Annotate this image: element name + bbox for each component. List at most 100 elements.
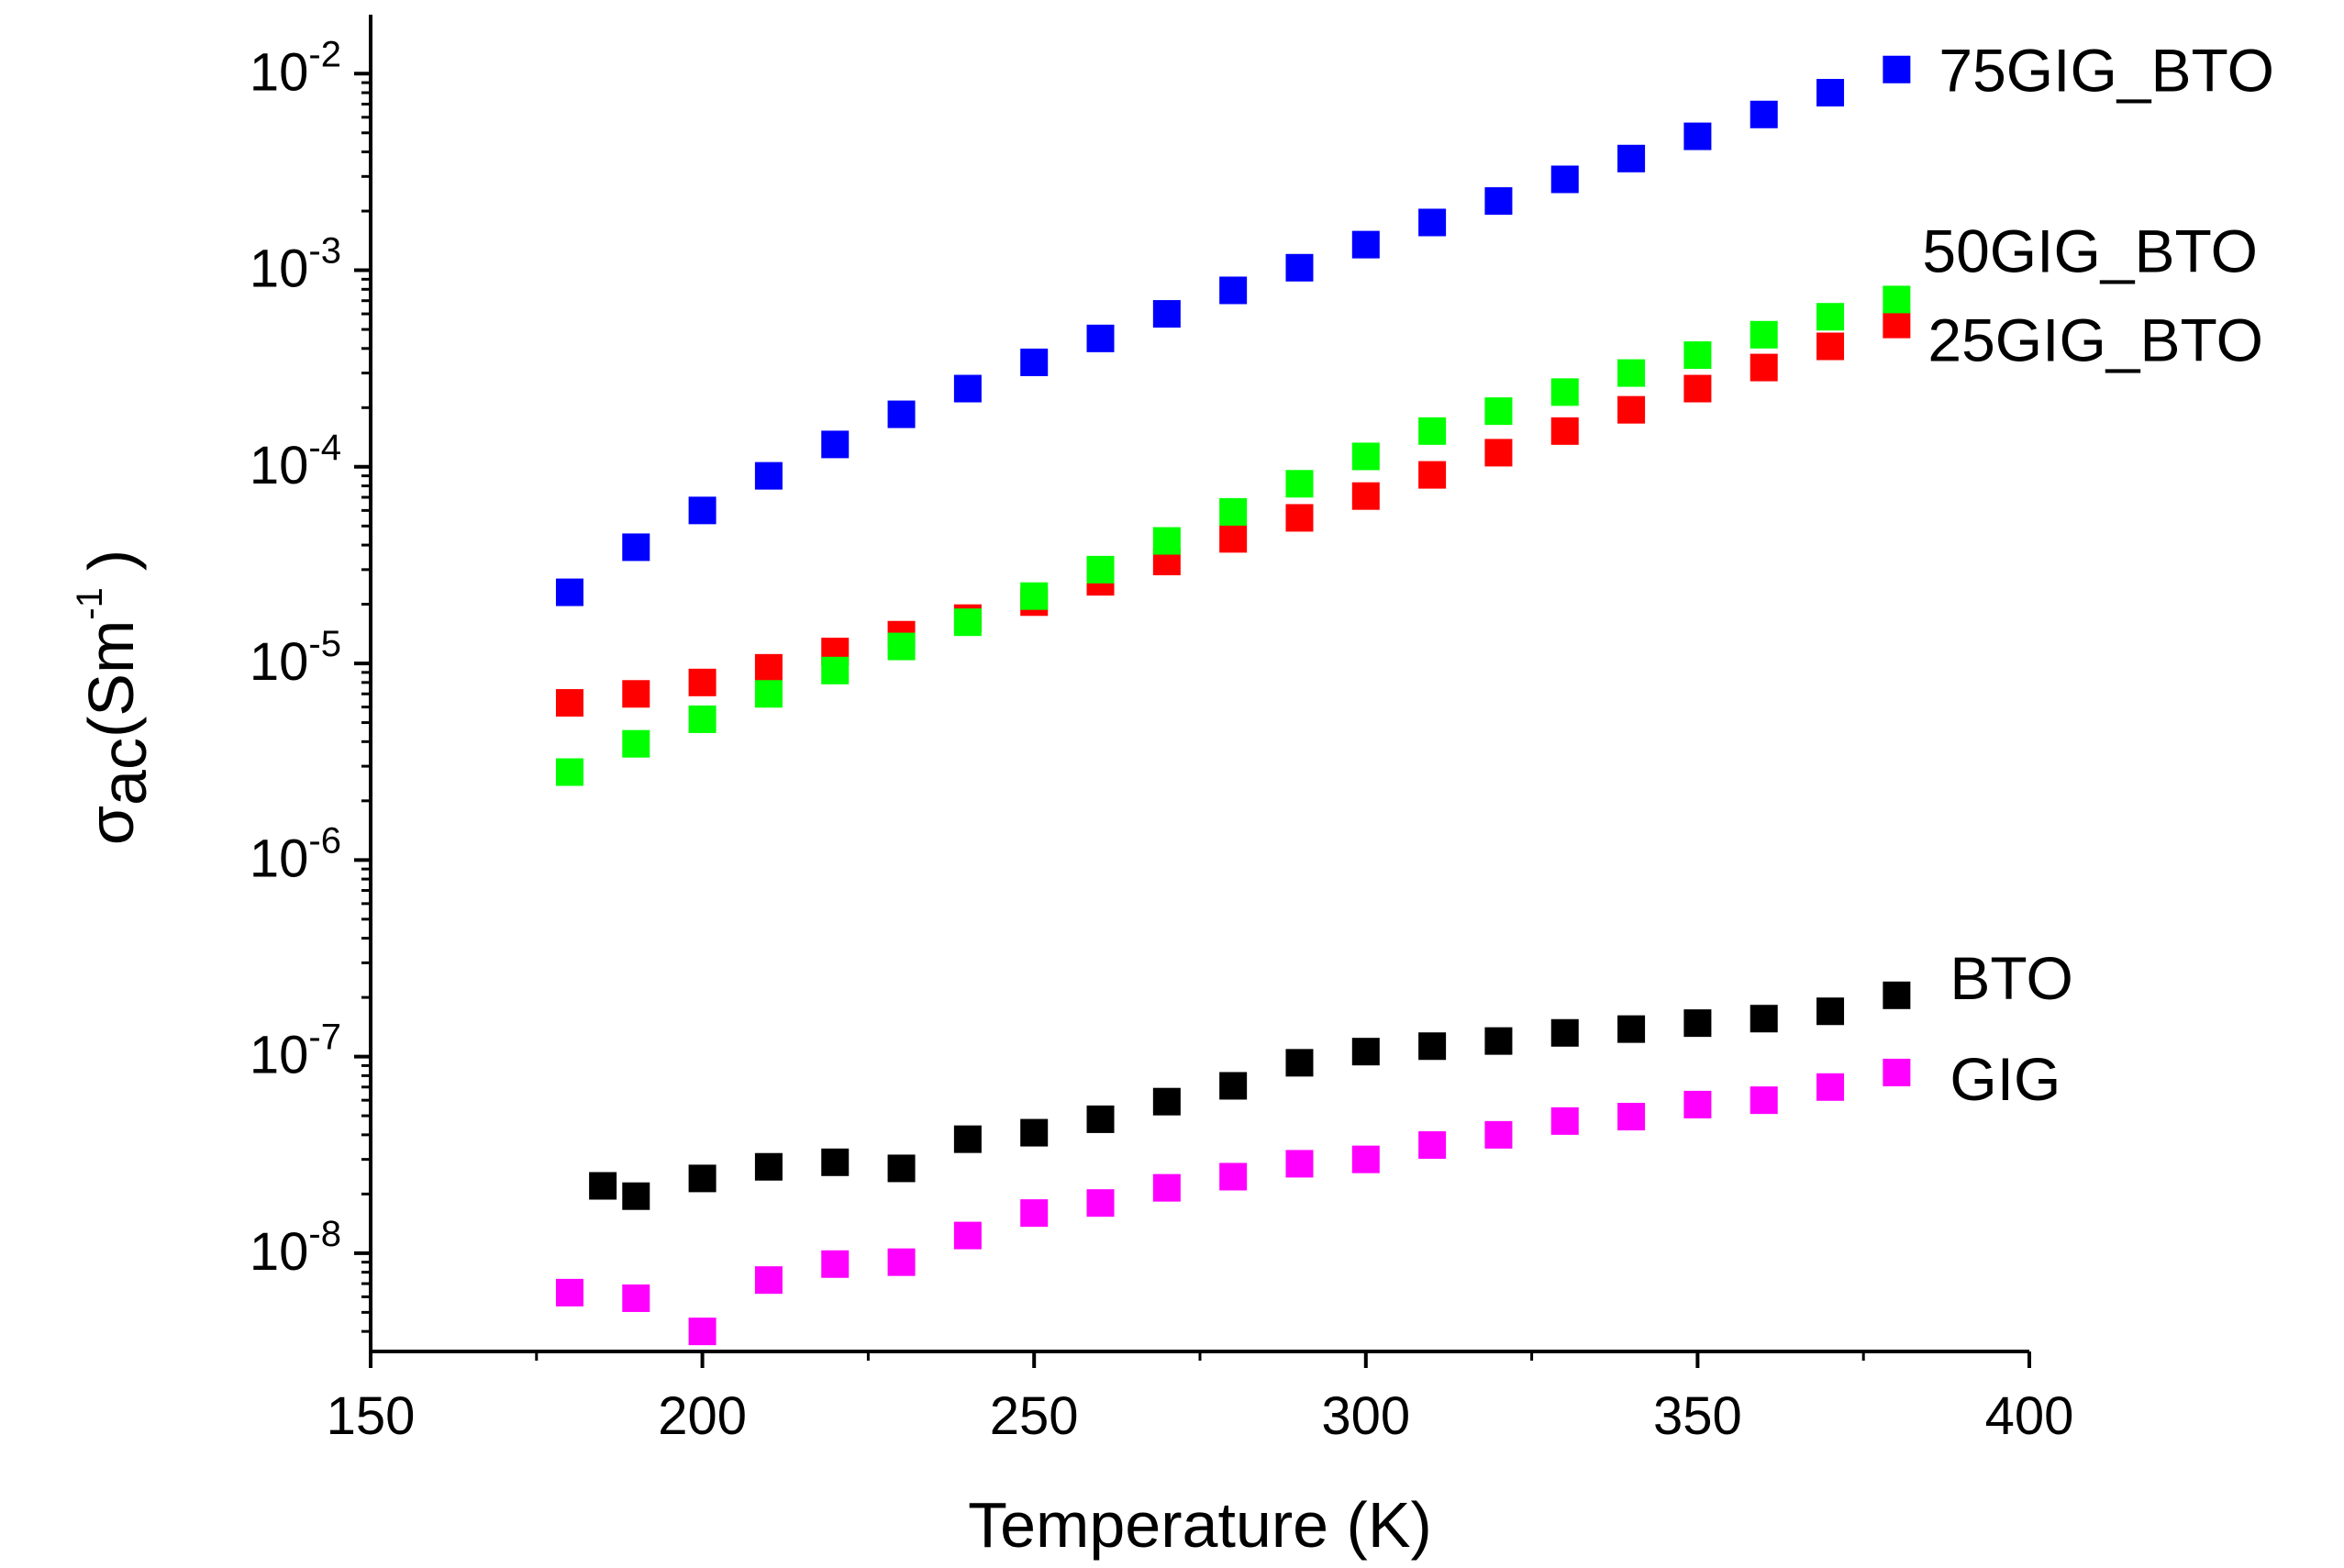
y-tick-exponent: -7 [308,1018,341,1058]
point-50gig-bto [1750,320,1778,349]
point-75gig-bto [953,374,982,403]
point-75gig-bto [1816,79,1845,107]
point-gig [1750,1086,1778,1115]
point-25gig-bto [1550,417,1579,445]
point-25gig-bto [1750,353,1778,382]
y-tick-base: 10 [250,42,309,102]
point-75gig-bto [1086,324,1115,352]
point-gig [1219,1162,1248,1191]
point-gig [1086,1189,1115,1218]
y-tick-exponent: -8 [308,1214,341,1254]
point-bto [1484,1027,1513,1055]
point-75gig-bto [555,578,583,606]
point-25gig-bto [555,689,583,717]
point-75gig-bto [887,400,916,428]
point-gig [953,1221,982,1250]
y-axis-title-exp: -1 [70,587,110,620]
point-gig [1883,1058,1911,1086]
series-label-gig: GIG [1950,1045,2061,1113]
point-50gig-bto [754,680,783,708]
point-gig [1351,1145,1380,1173]
point-75gig-bto [1285,253,1314,282]
point-75gig-bto [1750,100,1778,128]
y-axis-title-sigma: σ [75,806,147,845]
point-bto [589,1172,617,1200]
point-gig [688,1318,717,1346]
x-tick-label: 400 [1985,1386,2074,1446]
point-50gig-bto [1550,378,1579,406]
point-50gig-bto [1351,442,1380,471]
y-tick-base: 10 [250,1026,309,1085]
point-gig [1152,1173,1181,1202]
point-gig [1550,1106,1579,1135]
point-25gig-bto [1484,439,1513,467]
point-50gig-bto [821,656,850,684]
x-tick-label: 250 [990,1386,1079,1446]
y-axis-ticks: 10-810-710-610-510-410-310-2 [250,34,371,1333]
point-bto [1020,1118,1049,1147]
point-75gig-bto [1418,208,1447,237]
y-axis-title-close: ) [75,550,147,571]
y-tick-base: 10 [250,632,309,692]
point-25gig-bto [1219,525,1248,553]
point-bto [1617,1015,1646,1043]
point-25gig-bto [688,668,717,696]
y-tick-exponent: -3 [308,231,341,272]
point-bto [1152,1087,1181,1116]
x-axis-ticks: 150 200 250 300 350 400 [327,1351,2074,1446]
point-75gig-bto [1484,187,1513,216]
series-label-50gig-bto: 50GIG_BTO [1922,217,2258,284]
point-gig [622,1284,650,1312]
point-75gig-bto [1219,276,1248,305]
y-axis-title-open: (Sm [75,620,147,738]
point-bto [1683,1009,1712,1038]
point-bto [1750,1005,1778,1033]
point-75gig-bto [1883,55,1911,83]
point-50gig-bto [1617,359,1646,387]
point-gig [1683,1090,1712,1118]
y-tick-base: 10 [250,828,309,888]
point-bto [1219,1072,1248,1100]
y-axis-title: σac(Sm-1) [70,550,160,845]
point-gig [1617,1103,1646,1131]
point-50gig-bto [622,729,650,758]
point-bto [1883,981,1911,1009]
point-75gig-bto [1152,300,1181,328]
point-50gig-bto [953,608,982,637]
x-axis-title: Temperature (K) [968,1489,1432,1561]
y-tick-label: 10-5 [250,624,341,692]
series-label-25gig-bto: 25GIG_BTO [1927,306,2263,374]
point-gig [1285,1150,1314,1178]
point-25gig-bto [1816,332,1845,361]
point-50gig-bto [688,705,717,733]
point-50gig-bto [1418,417,1447,445]
point-50gig-bto [1484,397,1513,426]
x-tick-label: 350 [1653,1386,1742,1446]
y-tick-label: 10-7 [250,1018,341,1085]
data-points [555,55,1911,1346]
y-tick-base: 10 [250,1222,309,1282]
point-50gig-bto [1152,527,1181,555]
point-25gig-bto [622,680,650,708]
point-50gig-bto [1086,555,1115,584]
x-tick-label: 150 [327,1386,416,1446]
point-bto [622,1182,650,1210]
point-bto [1351,1038,1380,1066]
point-75gig-bto [1683,122,1712,150]
y-tick-base: 10 [250,436,309,495]
y-tick-label: 10-4 [250,428,341,495]
point-25gig-bto [1683,374,1712,403]
point-75gig-bto [1351,230,1380,259]
point-bto [1086,1105,1115,1133]
y-axis-title-sub: ac [88,738,160,806]
y-tick-exponent: -4 [308,428,341,468]
point-75gig-bto [1550,165,1579,194]
point-75gig-bto [688,496,717,525]
point-bto [887,1154,916,1183]
point-bto [1550,1018,1579,1047]
point-gig [754,1266,783,1295]
point-gig [1418,1130,1447,1159]
point-50gig-bto [1883,285,1911,314]
point-bto [821,1148,850,1176]
